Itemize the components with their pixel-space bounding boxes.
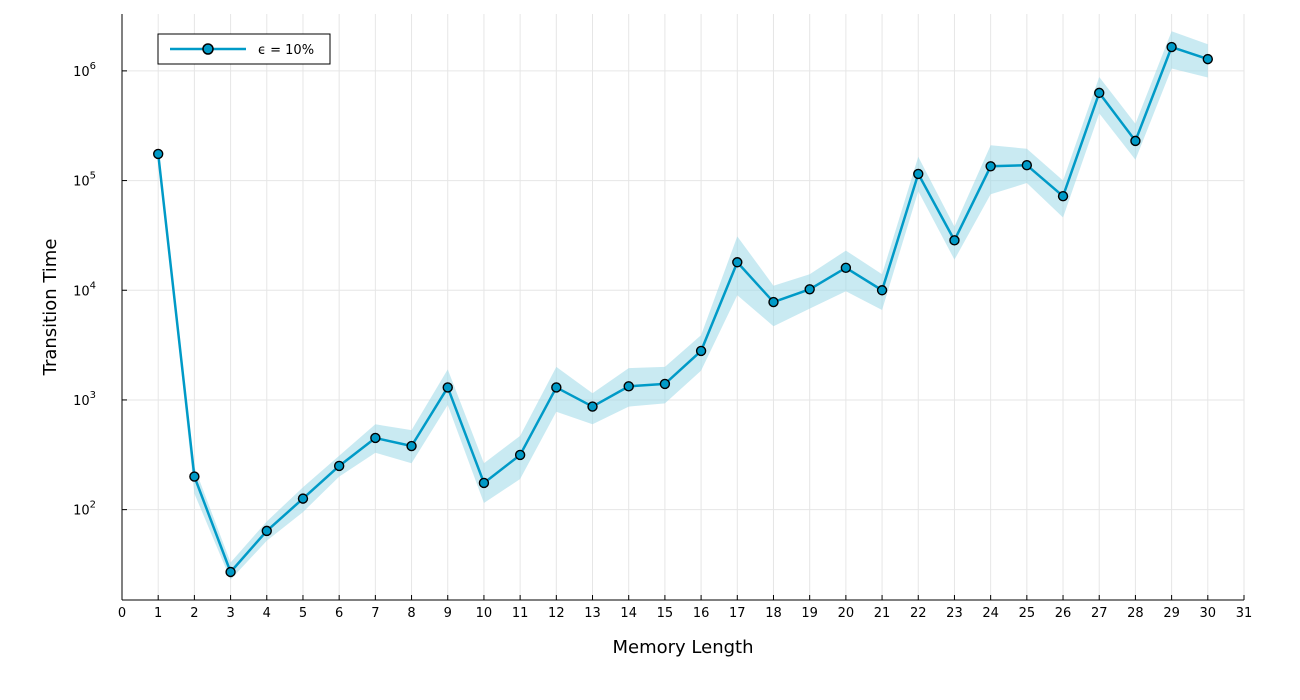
x-tick-label: 17 [729,606,746,621]
x-tick-label: 30 [1200,606,1217,621]
data-point [551,382,562,393]
x-tick-label: 10 [476,606,493,621]
data-point [913,168,924,180]
x-tick-label: 28 [1127,606,1144,621]
data-point [949,235,960,246]
data-point [1057,191,1069,202]
data-point [1094,87,1105,99]
data-point [840,262,852,274]
data-point [478,477,490,489]
y-tick-label: 104 [73,280,96,299]
data-point [225,566,236,578]
x-tick-label: 31 [1236,606,1253,621]
x-tick-label: 15 [657,606,674,621]
data-point [695,345,707,357]
x-tick-label: 0 [118,606,126,621]
x-tick-label: 26 [1055,606,1072,621]
y-tick-label: 106 [73,61,96,80]
x-tick-label: 22 [910,606,927,621]
data-point [732,257,743,268]
data-point [768,296,779,308]
axis-labels-layer: Memory Length Transition Time [40,239,754,658]
data-point [370,432,381,444]
data-point [1202,53,1214,65]
x-tick-label: 6 [335,606,343,621]
x-tick-label: 23 [946,606,963,621]
x-tick-label: 4 [263,606,271,621]
x-tick-label: 2 [190,606,198,621]
data-point [152,148,164,160]
y-axis-title: Transition Time [40,239,61,377]
x-tick-label: 16 [693,606,710,621]
data-point [406,440,417,452]
data-point [804,284,815,295]
legend: ϵ = 10% [157,33,331,65]
x-tick-label: 29 [1163,606,1180,621]
legend-marker-swatch [202,43,214,55]
confidence-band [158,31,1208,580]
x-tick-label: 14 [620,606,637,621]
grid [121,14,1245,600]
series-line [156,45,1209,574]
y-tick-label: 102 [73,500,96,519]
x-tick-label: 7 [371,606,379,621]
data-point [623,381,634,392]
series-line-layer [156,45,1209,574]
data-point [514,449,526,461]
data-point [1021,160,1033,171]
data-point [297,493,309,504]
x-axis-title: Memory Length [612,637,753,658]
legend-label: ϵ = 10% [258,43,314,58]
data-point [442,382,453,393]
x-tick-label: 25 [1019,606,1036,621]
x-tick-label: 1 [154,606,162,621]
x-tick-label: 11 [512,606,529,621]
data-point [333,460,345,472]
y-tick-label: 103 [73,390,96,409]
x-tick-label: 5 [299,606,307,621]
x-tick-label: 19 [801,606,818,621]
data-point [985,161,996,172]
data-point [587,401,598,412]
data-point [659,378,671,390]
x-tick-label: 21 [874,606,891,621]
x-tick-label: 24 [982,606,999,621]
data-point [876,285,888,296]
x-tick-label: 27 [1091,606,1108,621]
data-point [261,525,272,537]
x-tick-label: 20 [838,606,855,621]
x-tick-label: 12 [548,606,565,621]
y-tick-label: 105 [73,171,96,190]
confidence-band-layer [158,31,1208,580]
x-tick-label: 18 [765,606,782,621]
data-point [189,471,200,482]
x-tick-label: 9 [444,606,452,621]
x-tick-label: 13 [584,606,601,621]
data-point [1130,135,1141,147]
data-point [1166,41,1177,53]
data-points-layer [152,41,1214,578]
axes: 0 1 2 3 4 5 6 7 8 9 10 11 12 13 14 15 16 17 18 19 20 21 22 23 24… [73,14,1252,621]
x-tick-label: 3 [226,606,234,621]
x-tick-label: 8 [407,606,415,621]
